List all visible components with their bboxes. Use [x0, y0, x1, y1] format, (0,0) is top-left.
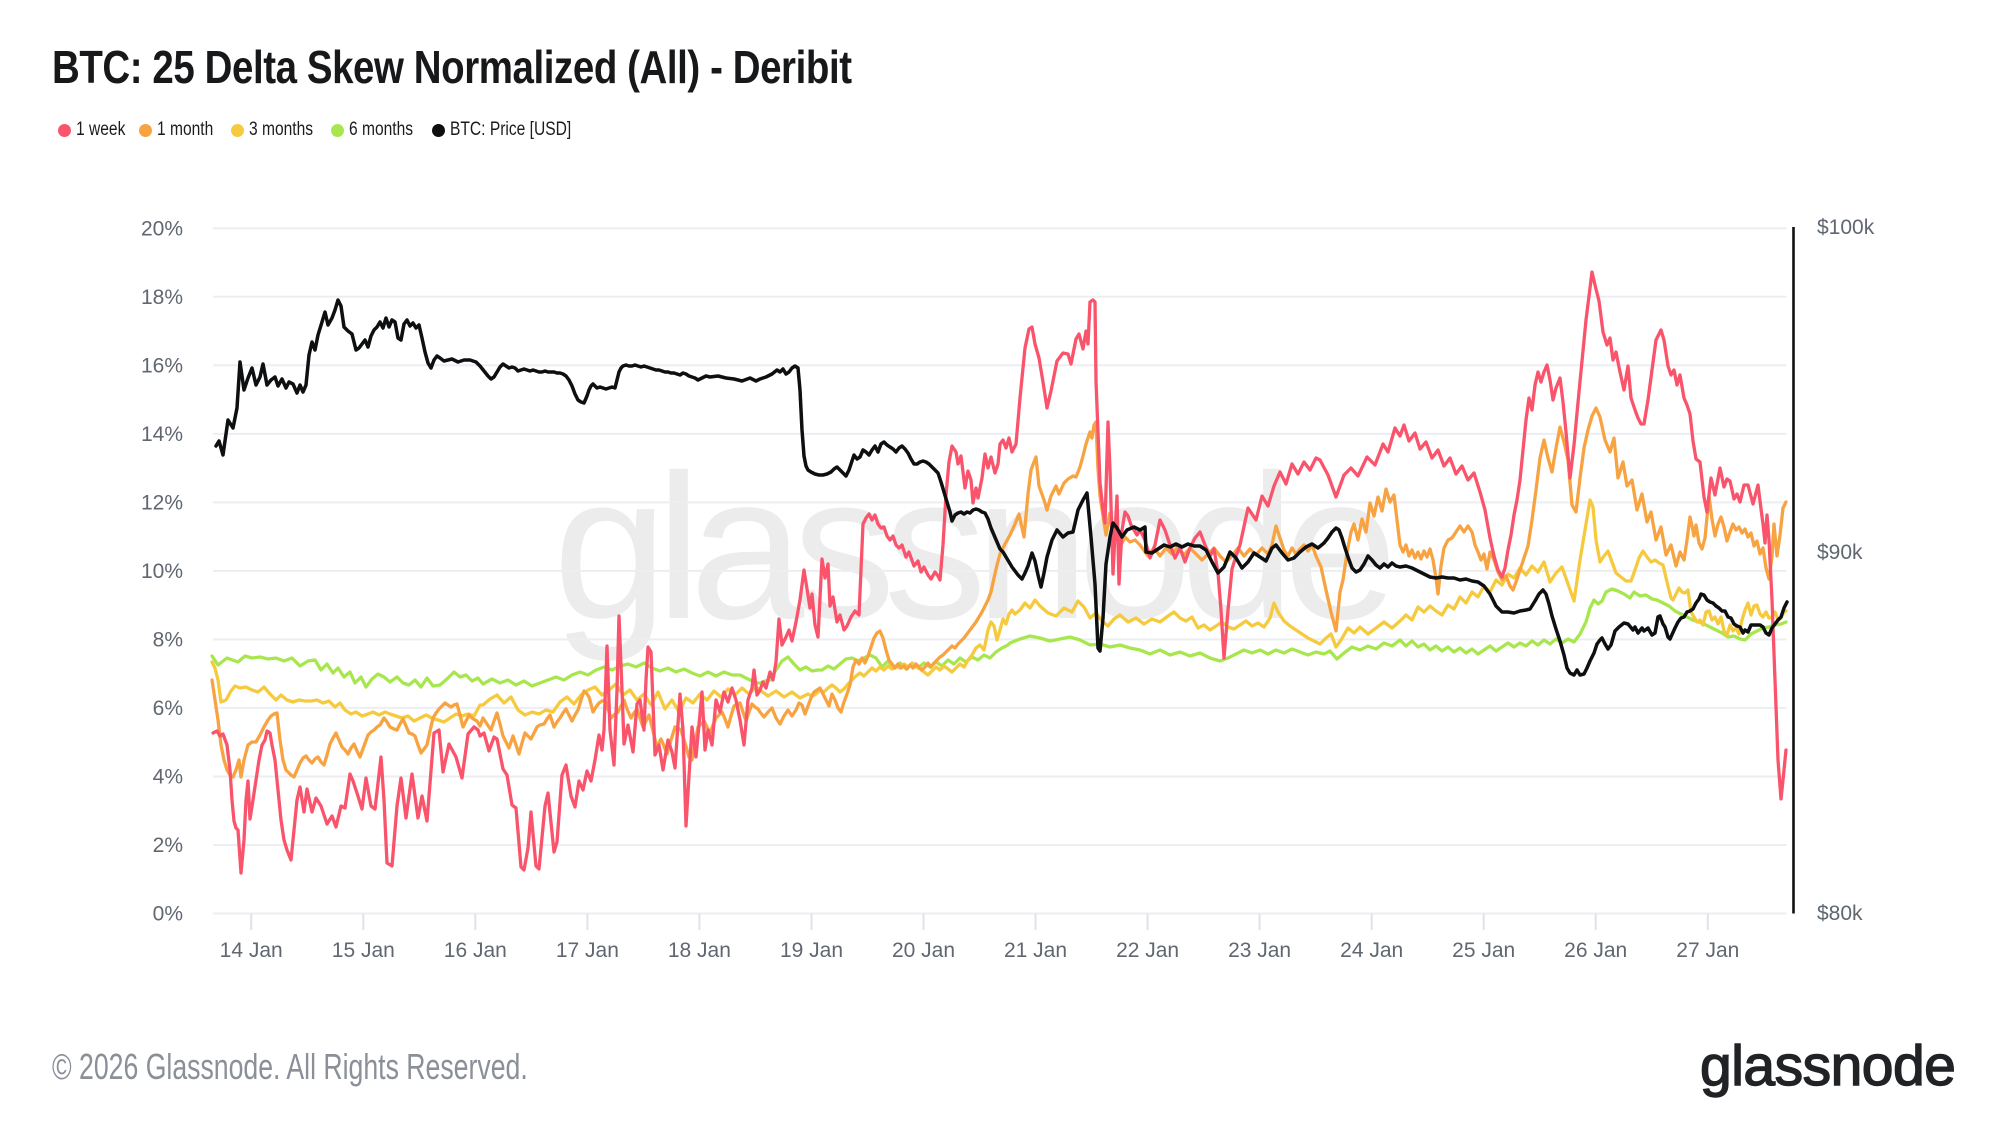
svg-text:15 Jan: 15 Jan [332, 939, 395, 962]
svg-text:17 Jan: 17 Jan [556, 939, 619, 962]
svg-text:20 Jan: 20 Jan [892, 939, 955, 962]
svg-text:$80k: $80k [1817, 902, 1863, 925]
svg-text:4%: 4% [153, 766, 183, 789]
svg-text:19 Jan: 19 Jan [780, 939, 843, 962]
svg-text:14%: 14% [141, 423, 183, 446]
svg-text:14 Jan: 14 Jan [220, 939, 283, 962]
svg-text:2%: 2% [153, 834, 183, 857]
svg-text:10%: 10% [141, 560, 183, 583]
svg-text:18%: 18% [141, 286, 183, 309]
svg-text:22 Jan: 22 Jan [1116, 939, 1179, 962]
svg-text:26 Jan: 26 Jan [1564, 939, 1627, 962]
svg-text:25 Jan: 25 Jan [1452, 939, 1515, 962]
svg-text:$90k: $90k [1817, 541, 1863, 564]
svg-text:18 Jan: 18 Jan [668, 939, 731, 962]
svg-text:16 Jan: 16 Jan [444, 939, 507, 962]
svg-text:8%: 8% [153, 628, 183, 651]
svg-text:23 Jan: 23 Jan [1228, 939, 1291, 962]
svg-text:6%: 6% [153, 697, 183, 720]
svg-text:24 Jan: 24 Jan [1340, 939, 1403, 962]
svg-text:$100k: $100k [1817, 216, 1875, 239]
svg-text:0%: 0% [153, 903, 183, 926]
svg-text:12%: 12% [141, 491, 183, 514]
svg-text:27 Jan: 27 Jan [1676, 939, 1739, 962]
svg-text:20%: 20% [141, 217, 183, 240]
svg-text:21 Jan: 21 Jan [1004, 939, 1067, 962]
svg-text:16%: 16% [141, 354, 183, 377]
